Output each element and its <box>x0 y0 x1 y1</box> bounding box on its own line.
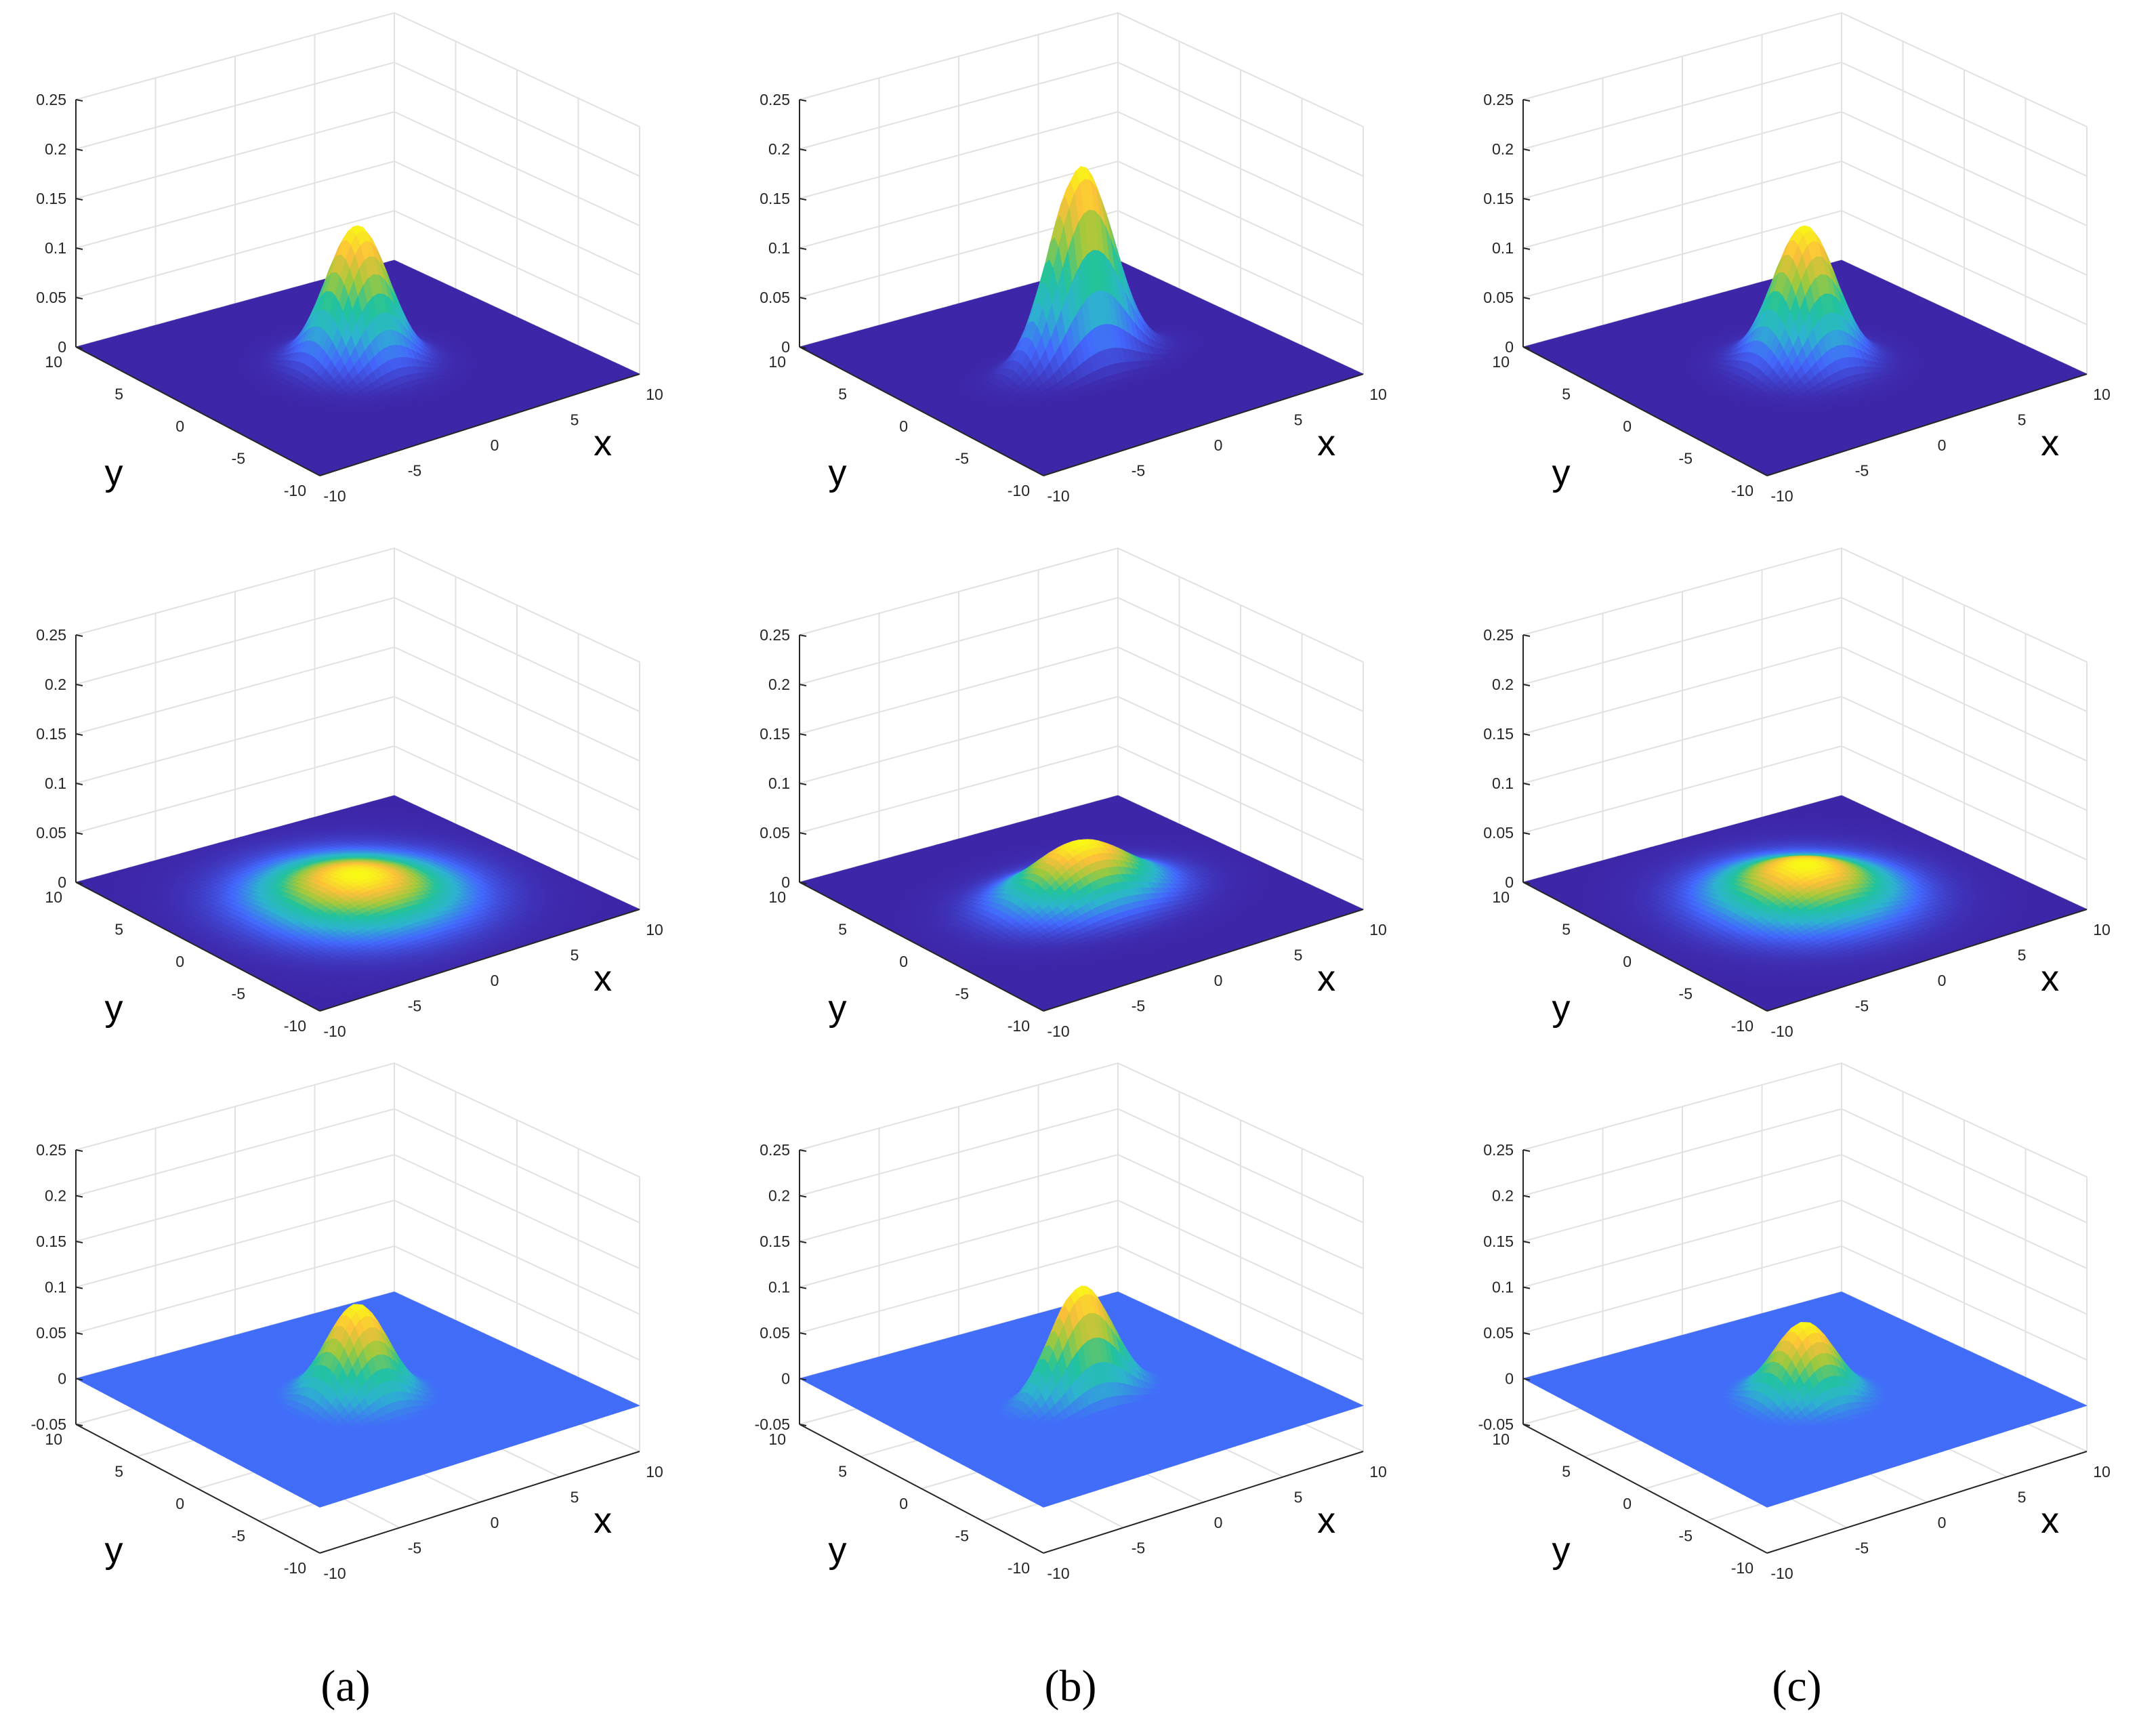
z-tick-label: 0.25 <box>36 91 66 108</box>
y-axis-label: y <box>105 453 123 493</box>
z-tick-label: 0.15 <box>36 190 66 207</box>
y-tick-label: 5 <box>115 386 123 403</box>
x-tick-label: -5 <box>408 462 421 480</box>
y-tick-label: 10 <box>45 353 62 371</box>
surface <box>75 225 640 476</box>
y-tick-label: -5 <box>232 450 245 468</box>
x-axis-label: x <box>594 423 612 463</box>
panels-group: 00.050.10.150.20.25-10-50510-10-50510xy0… <box>31 12 2111 1582</box>
y-tick-label: -10 <box>284 482 306 499</box>
x-tick-label: -10 <box>323 487 346 505</box>
x-tick-label: 10 <box>646 386 663 403</box>
x-tick-label: 5 <box>570 411 579 429</box>
z-tick-label: 0.1 <box>45 239 66 257</box>
y-tick-label: 0 <box>175 417 184 435</box>
x-tick-label: 0 <box>491 436 499 454</box>
z-tick-label: 0.05 <box>36 289 66 306</box>
z-tick-label: 0.2 <box>45 140 66 158</box>
